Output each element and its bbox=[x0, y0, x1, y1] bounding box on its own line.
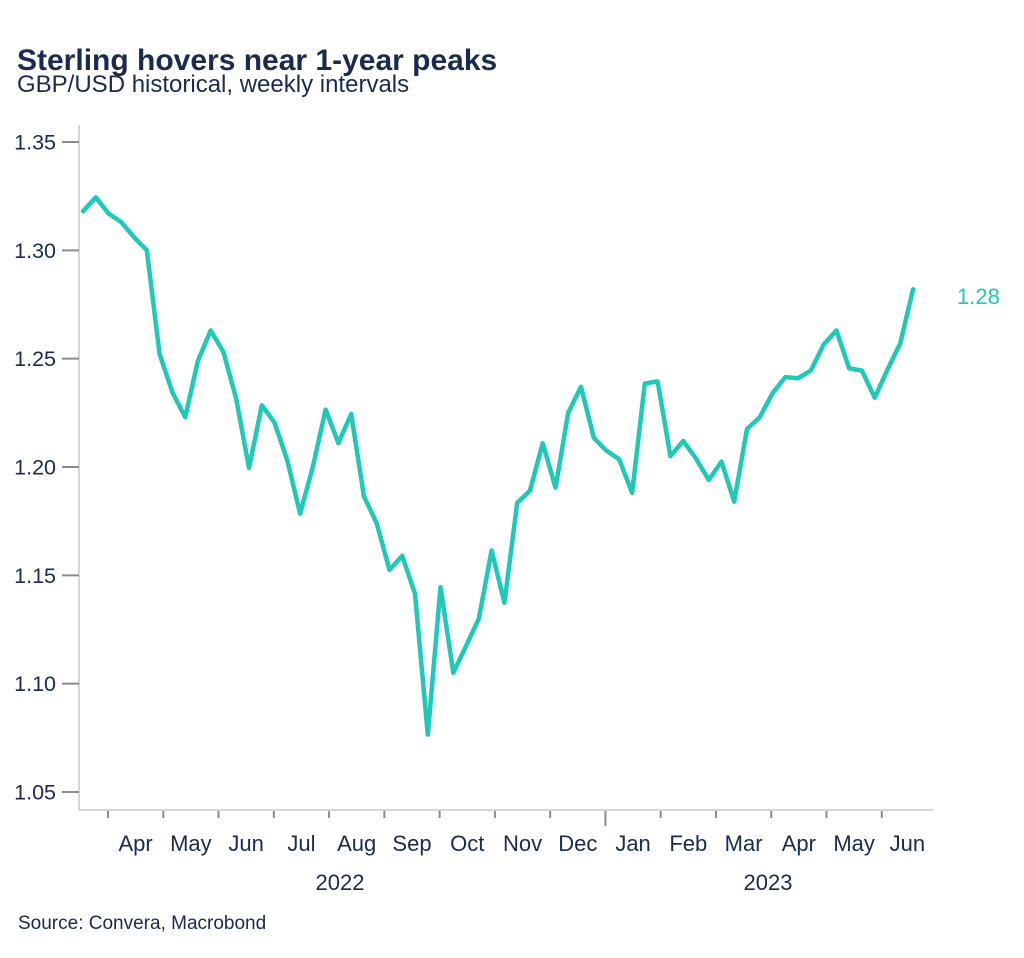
y-tick-label: 1.10 bbox=[14, 672, 56, 696]
y-tick-label: 1.30 bbox=[14, 239, 56, 263]
month-label: Oct bbox=[450, 831, 484, 856]
month-label: Nov bbox=[503, 831, 542, 856]
year-labels: 2022 2023 bbox=[316, 870, 793, 895]
month-label: Aug bbox=[337, 831, 376, 856]
month-label: Jul bbox=[287, 831, 315, 856]
x-axis-ticks: Apr May Jun Jul Aug Sep Oct Nov Dec Jan Feb Mar Apr M… bbox=[107, 811, 925, 856]
gbpusd-price-line bbox=[80, 195, 916, 737]
last-value-label: 1.28 bbox=[957, 284, 1000, 309]
month-label: Jun bbox=[890, 831, 925, 856]
month-label: Mar bbox=[725, 831, 763, 856]
month-label: Dec bbox=[558, 831, 597, 856]
y-tick-label: 1.05 bbox=[14, 781, 56, 805]
month-label: May bbox=[170, 831, 212, 856]
month-label: Apr bbox=[119, 831, 153, 856]
y-tick-label: 1.25 bbox=[14, 347, 56, 371]
month-label: Feb bbox=[669, 831, 707, 856]
month-label: Sep bbox=[392, 831, 431, 856]
y-tick-label: 1.35 bbox=[14, 131, 56, 155]
year-label: 2023 bbox=[744, 870, 793, 895]
month-label: Jan bbox=[615, 831, 650, 856]
y-tick-label: 1.15 bbox=[14, 564, 56, 588]
page-title: Sterling hovers near 1-year peaks bbox=[17, 44, 498, 78]
axes bbox=[78, 125, 933, 811]
year-label: 2022 bbox=[316, 870, 365, 895]
y-tick-label: 1.20 bbox=[14, 456, 56, 480]
month-label: Jun bbox=[228, 831, 263, 856]
month-label: Apr bbox=[782, 831, 816, 856]
source-attribution: Source: Convera, Macrobond bbox=[18, 913, 267, 934]
month-label: May bbox=[833, 831, 875, 856]
y-axis-ticks: 1.35 1.30 1.25 1.20 1.15 1.10 1.05 bbox=[14, 131, 79, 805]
page-subtitle: GBP/USD historical, weekly intervals bbox=[17, 71, 410, 98]
